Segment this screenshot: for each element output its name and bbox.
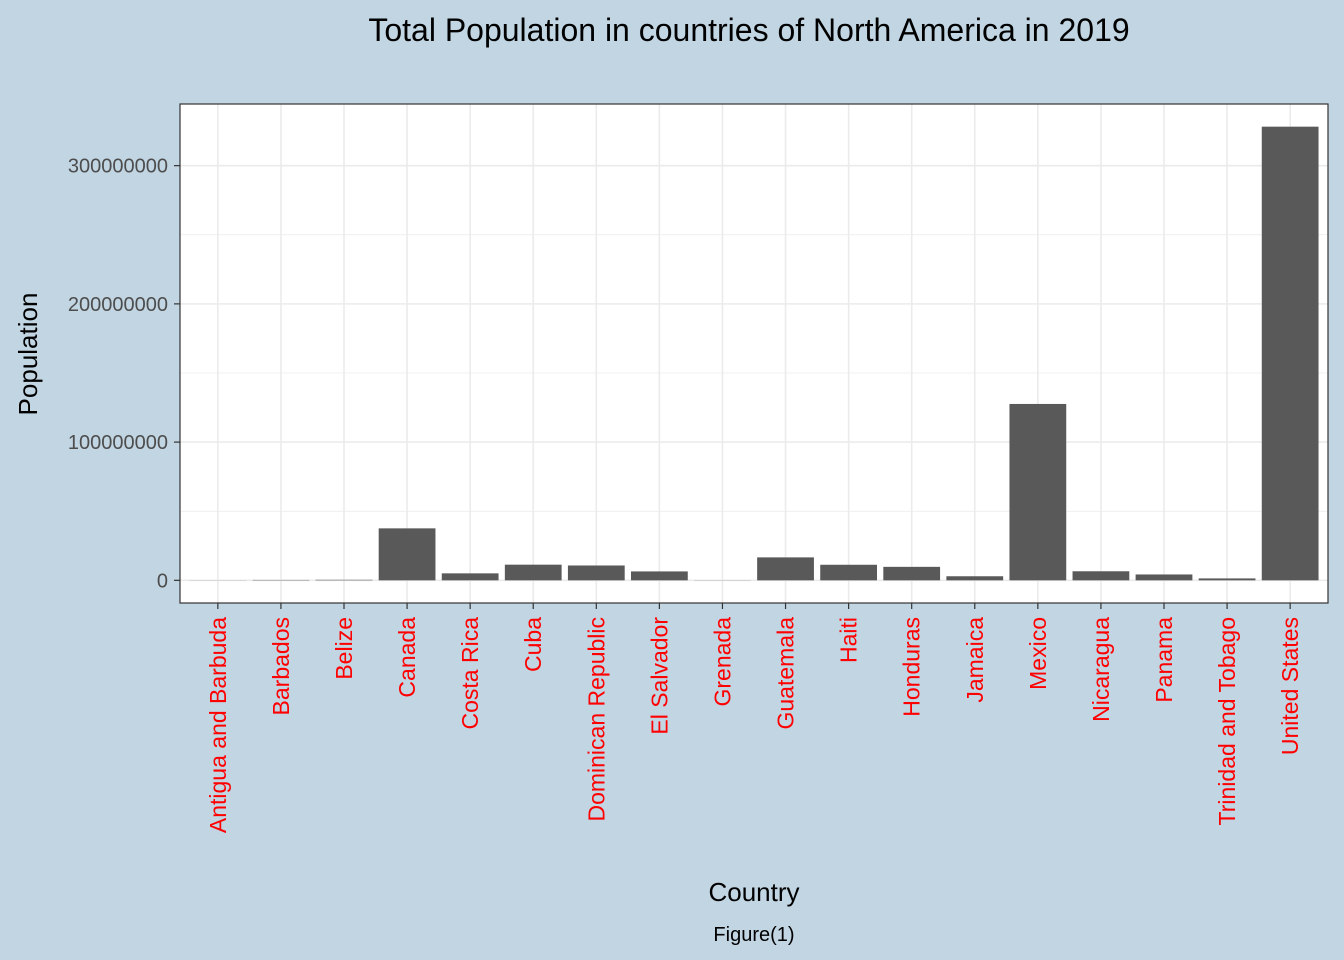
bar [315, 579, 373, 581]
x-tick-label: Haiti [836, 617, 862, 663]
plot-border [179, 103, 1329, 604]
chart-title: Total Population in countries of North A… [368, 12, 1129, 48]
x-tick-label: Mexico [1025, 617, 1051, 690]
bar [504, 564, 562, 581]
bar [441, 573, 499, 581]
x-tick-label: Cuba [520, 617, 546, 672]
x-tick-label: Grenada [709, 617, 735, 707]
bar [1198, 578, 1256, 581]
x-axis: Antigua and Barbuda Barbados Belize Canada C… [205, 603, 1303, 833]
bar [1261, 126, 1319, 581]
y-axis: 0 100000000 200000000 300000000 [68, 156, 180, 592]
minor-gridlines [180, 234, 1328, 512]
bar [883, 566, 941, 581]
bar [757, 557, 814, 581]
x-tick-label: Honduras [899, 617, 925, 717]
bar [1072, 571, 1130, 581]
x-tick-label: Antigua and Barbuda [205, 617, 231, 833]
x-tick-label: Guatemala [773, 617, 799, 730]
bar [1009, 403, 1067, 581]
bar [631, 571, 688, 581]
bar [946, 576, 1004, 581]
y-tick-label: 100000000 [68, 432, 168, 454]
plot-panel [180, 104, 1328, 603]
y-tick-label: 300000000 [68, 156, 168, 178]
x-tick-label: Barbados [268, 617, 294, 715]
x-tick-label: Jamaica [962, 617, 988, 703]
bar [820, 564, 877, 581]
bar [378, 528, 436, 581]
x-axis-title: Country [708, 877, 799, 907]
x-tick-label: Dominican Republic [583, 617, 609, 822]
x-tick-label: Belize [331, 617, 357, 680]
y-tick-label: 0 [157, 570, 168, 592]
y-axis-title: Population [13, 293, 43, 416]
x-tick-label: Nicaragua [1088, 617, 1114, 722]
y-tick-label: 200000000 [68, 294, 168, 316]
bar [1135, 574, 1193, 581]
x-tick-label: Costa Rica [457, 617, 483, 730]
x-tick-label: Canada [394, 617, 420, 698]
bar [567, 565, 625, 581]
x-tick-label: Trinidad and Tobago [1214, 617, 1240, 825]
x-tick-label: Panama [1151, 617, 1177, 703]
figure-caption: Figure(1) [713, 924, 794, 946]
x-tick-label: United States [1277, 617, 1303, 755]
bars [189, 126, 1319, 581]
x-tick-label: El Salvador [646, 617, 672, 735]
